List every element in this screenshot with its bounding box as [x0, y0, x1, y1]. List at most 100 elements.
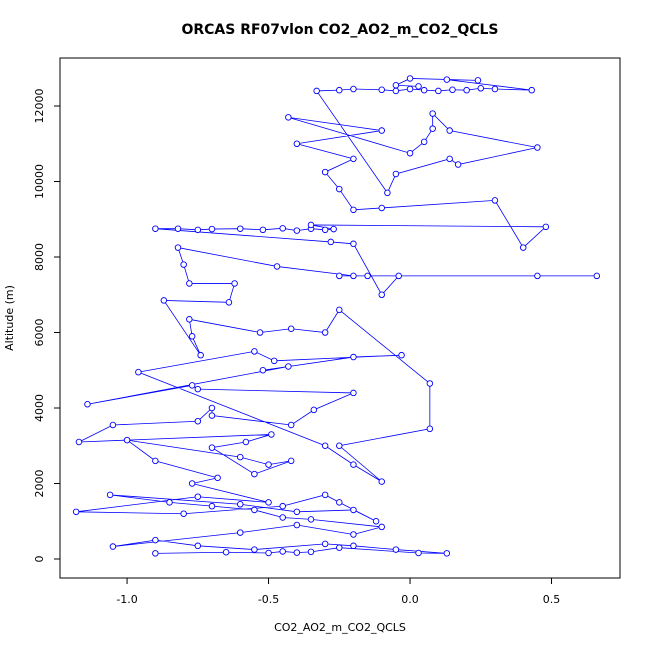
- data-point: [152, 225, 159, 232]
- data-point: [186, 280, 193, 287]
- data-point: [160, 297, 168, 304]
- data-point: [406, 149, 414, 157]
- data-point: [231, 280, 238, 287]
- data-point: [180, 261, 187, 268]
- data-point: [534, 272, 541, 280]
- data-point: [265, 461, 272, 468]
- data-point: [208, 404, 216, 412]
- data-point: [350, 353, 357, 361]
- data-point: [310, 406, 318, 414]
- data-point: [174, 225, 182, 232]
- data-point: [109, 421, 117, 429]
- data-point: [321, 226, 329, 234]
- data-point: [542, 223, 550, 231]
- data-point: [350, 389, 357, 397]
- x-tick-label: 0.5: [543, 593, 561, 606]
- x-tick-label: -0.5: [258, 593, 279, 606]
- data-point: [287, 421, 295, 429]
- data-point: [293, 227, 301, 234]
- data-point: [321, 442, 329, 450]
- data-point: [188, 382, 196, 389]
- data-point: [429, 110, 436, 117]
- data-point: [194, 542, 202, 550]
- data-point: [307, 221, 315, 229]
- data-point: [256, 329, 264, 336]
- data-point: [188, 333, 196, 340]
- y-tick-label: 8000: [33, 243, 46, 271]
- data-point: [350, 506, 357, 514]
- data-point: [491, 85, 499, 93]
- data-point: [593, 272, 601, 280]
- data-point: [350, 240, 357, 248]
- data-point: [307, 516, 315, 523]
- data-point: [237, 453, 244, 461]
- y-tick-label: 2000: [33, 470, 46, 498]
- data-point: [519, 244, 527, 251]
- data-point: [293, 521, 301, 529]
- data-point: [406, 85, 414, 93]
- data-point: [420, 138, 428, 146]
- data-point: [75, 438, 83, 446]
- data-point: [279, 225, 286, 232]
- data-point: [197, 351, 204, 359]
- data-point: [350, 531, 357, 538]
- data-point: [477, 85, 485, 92]
- data-point: [336, 544, 343, 551]
- data-point: [336, 499, 343, 506]
- data-point: [270, 357, 278, 365]
- x-tick-label: -1.0: [116, 593, 137, 606]
- data-point: [420, 86, 428, 94]
- data-point: [237, 529, 244, 536]
- data-point: [415, 549, 422, 557]
- data-point: [194, 385, 202, 393]
- data-point: [152, 457, 159, 465]
- data-point: [463, 86, 470, 94]
- data-point: [208, 444, 216, 451]
- data-point: [251, 348, 258, 355]
- data-point: [152, 550, 159, 557]
- data-point: [350, 85, 357, 93]
- data-point: [174, 244, 182, 251]
- data-point: [336, 442, 343, 450]
- data-point: [330, 225, 337, 233]
- data-point: [426, 425, 434, 433]
- data-point: [378, 478, 385, 485]
- data-point: [225, 299, 233, 306]
- data-point: [321, 329, 329, 336]
- data-point: [188, 480, 196, 487]
- data-point: [222, 548, 230, 556]
- data-point: [123, 436, 131, 444]
- data-point: [528, 86, 535, 94]
- data-point: [237, 225, 244, 232]
- data-point: [378, 291, 385, 299]
- data-point: [180, 510, 187, 517]
- data-point: [251, 470, 258, 478]
- data-point: [429, 125, 436, 132]
- y-tick-label: 6000: [33, 319, 46, 347]
- data-point: [350, 461, 357, 468]
- data-point: [307, 548, 315, 556]
- data-point: [534, 144, 541, 151]
- data-point: [208, 502, 216, 510]
- data-point: [327, 238, 335, 246]
- data-point: [194, 417, 202, 425]
- data-point: [251, 546, 258, 553]
- data-point: [350, 155, 357, 163]
- data-point: [435, 87, 442, 95]
- y-tick-label: 12000: [33, 89, 46, 124]
- data-line: [76, 78, 597, 554]
- data-point: [378, 523, 385, 531]
- data-point: [372, 518, 380, 525]
- data-point: [109, 543, 117, 550]
- data-point: [321, 168, 329, 176]
- plot-frame: [59, 57, 621, 579]
- data-point: [259, 226, 267, 234]
- data-point: [415, 83, 422, 90]
- data-point: [313, 87, 320, 95]
- data-point: [336, 185, 343, 193]
- data-point: [265, 499, 272, 506]
- data-point: [251, 506, 258, 514]
- x-tick-label: 0.0: [401, 593, 419, 606]
- data-point: [449, 86, 456, 94]
